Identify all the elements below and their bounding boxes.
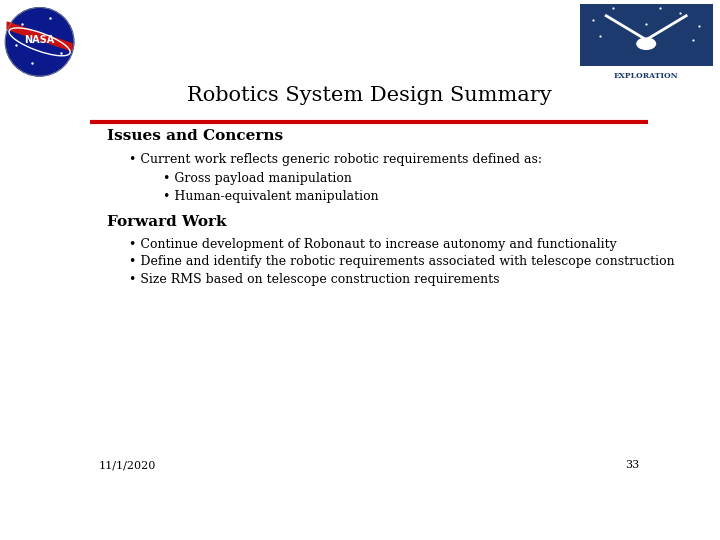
Text: 33: 33 xyxy=(626,460,639,470)
Text: • Define and identify the robotic requirements associated with telescope constru: • Define and identify the robotic requir… xyxy=(129,255,675,268)
Polygon shape xyxy=(7,22,72,51)
Text: NASA: NASA xyxy=(24,35,55,45)
Circle shape xyxy=(6,8,74,76)
Text: • Gross payload manipulation: • Gross payload manipulation xyxy=(163,172,351,186)
Text: • Size RMS based on telescope construction requirements: • Size RMS based on telescope constructi… xyxy=(129,273,500,286)
Text: EXPLORATION: EXPLORATION xyxy=(614,72,678,80)
Text: 11/1/2020: 11/1/2020 xyxy=(99,460,156,470)
Text: • Current work reflects generic robotic requirements defined as:: • Current work reflects generic robotic … xyxy=(129,153,542,166)
Text: • Human-equivalent manipulation: • Human-equivalent manipulation xyxy=(163,190,378,203)
Circle shape xyxy=(637,38,655,49)
Text: • Continue development of Robonaut to increase autonomy and functionality: • Continue development of Robonaut to in… xyxy=(129,238,617,251)
FancyBboxPatch shape xyxy=(580,4,713,66)
Text: Issues and Concerns: Issues and Concerns xyxy=(107,129,283,143)
Text: Robotics System Design Summary: Robotics System Design Summary xyxy=(186,86,552,105)
Text: Forward Work: Forward Work xyxy=(107,215,226,229)
